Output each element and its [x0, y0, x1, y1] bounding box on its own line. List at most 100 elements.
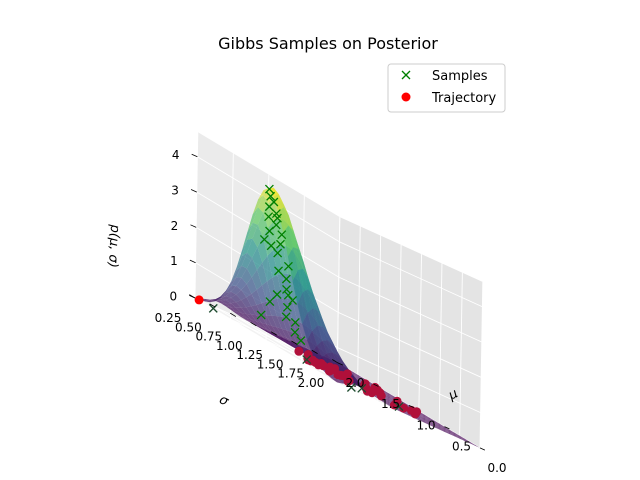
surface-facet — [434, 425, 445, 431]
surface-facet — [332, 352, 343, 365]
trajectory-point — [343, 376, 353, 386]
surface-facet — [293, 247, 304, 270]
surface-facet — [307, 289, 318, 311]
legend: Samples Trajectory — [387, 63, 506, 113]
legend-trajectory-icon — [401, 92, 411, 102]
surface-facet — [220, 296, 231, 300]
surface-facet — [383, 394, 394, 400]
surface-facet — [469, 442, 480, 448]
surface-facet — [220, 303, 231, 308]
surface-facet — [241, 238, 253, 257]
sample-marker — [259, 234, 269, 244]
surface-facet — [235, 311, 247, 318]
y-tick-label: 2.00 — [298, 376, 325, 390]
surface-facet — [266, 329, 277, 337]
surface-facet — [215, 300, 226, 304]
surface-facet — [418, 415, 430, 421]
surface-facet — [449, 431, 460, 437]
surface-facet — [302, 337, 313, 352]
surface-facet — [302, 313, 313, 341]
surface-facet — [459, 437, 470, 444]
surface-facet — [251, 322, 262, 329]
surface-facet — [236, 239, 248, 268]
surface-facet — [252, 247, 263, 270]
trajectory-point — [303, 355, 313, 365]
surface-facet — [246, 277, 257, 294]
surface-facet — [464, 439, 475, 445]
y-tick-label: 0.25 — [155, 311, 182, 325]
surface-facet — [288, 225, 299, 249]
surface-facet — [298, 268, 308, 293]
surface-facet — [276, 327, 287, 338]
surface-facet — [418, 418, 429, 424]
surface-facet — [251, 269, 262, 290]
z-tick-label: 2 — [171, 219, 179, 233]
surface-facet — [277, 245, 288, 274]
surface-facet — [418, 417, 429, 424]
surface-facet — [292, 270, 303, 305]
surface-facet — [292, 299, 303, 324]
sample-marker — [346, 383, 356, 392]
surface-facet — [241, 222, 253, 251]
legend-label-trajectory: Trajectory — [431, 91, 496, 106]
surface-facet — [271, 298, 282, 317]
surface-facet — [271, 325, 282, 336]
surface-facet — [449, 432, 460, 438]
surface-facet — [287, 273, 298, 303]
sample-marker — [290, 327, 300, 337]
z-tick-label: 1 — [170, 254, 178, 268]
y-tick-label: 0.50 — [175, 320, 202, 334]
samples-series — [208, 184, 404, 411]
surface-facet — [383, 393, 394, 399]
surface-facet — [246, 317, 257, 325]
surface-facet — [272, 274, 283, 299]
sample-marker — [282, 302, 292, 312]
surface-facet — [454, 435, 465, 441]
sample-marker — [277, 230, 287, 240]
surface-facet — [271, 333, 282, 341]
surface-facet — [283, 225, 294, 257]
x-tick-label: 1.5 — [381, 397, 400, 411]
surface-facet — [247, 222, 258, 240]
surface-facet — [327, 332, 338, 352]
z-tick-label: 3 — [171, 184, 179, 198]
surface-facet — [247, 207, 258, 233]
surface-facet — [225, 303, 236, 308]
sample-marker — [357, 383, 367, 393]
surface-facet — [418, 416, 430, 422]
surface-facet — [444, 430, 455, 436]
surface-facet — [277, 298, 287, 318]
surface-facet — [267, 250, 278, 278]
surface-facet — [383, 391, 394, 397]
sample-marker — [290, 317, 300, 327]
sample-marker — [273, 248, 283, 258]
surface-facet — [353, 373, 364, 379]
surface-facet — [257, 262, 268, 286]
surface-facet — [281, 335, 292, 345]
surface-facet — [302, 289, 313, 313]
surface-facet — [251, 314, 262, 323]
surface-facet — [261, 328, 272, 335]
surface-facet — [353, 375, 364, 381]
surface-facet — [236, 277, 247, 290]
surface-facet — [307, 308, 318, 331]
surface-facet — [281, 340, 292, 347]
legend-samples-icon — [401, 70, 411, 80]
surface-facet — [256, 325, 267, 332]
z-tick-label: 0 — [169, 289, 177, 303]
surface-facet — [261, 281, 272, 302]
surface-facet — [225, 285, 237, 293]
z-tick-label: 4 — [172, 148, 180, 162]
surface-facet — [281, 339, 292, 346]
surface-facet — [322, 340, 333, 354]
trajectory-point — [342, 369, 352, 379]
surface-facet — [235, 313, 247, 320]
surface-facet — [252, 195, 264, 215]
surface-facet — [418, 415, 430, 422]
surface-facet — [424, 418, 435, 424]
surface-facet — [383, 397, 394, 403]
surface-facet — [439, 425, 450, 432]
surface-facet — [210, 296, 221, 303]
surface-facet — [418, 419, 429, 425]
surface-facet — [205, 299, 216, 301]
